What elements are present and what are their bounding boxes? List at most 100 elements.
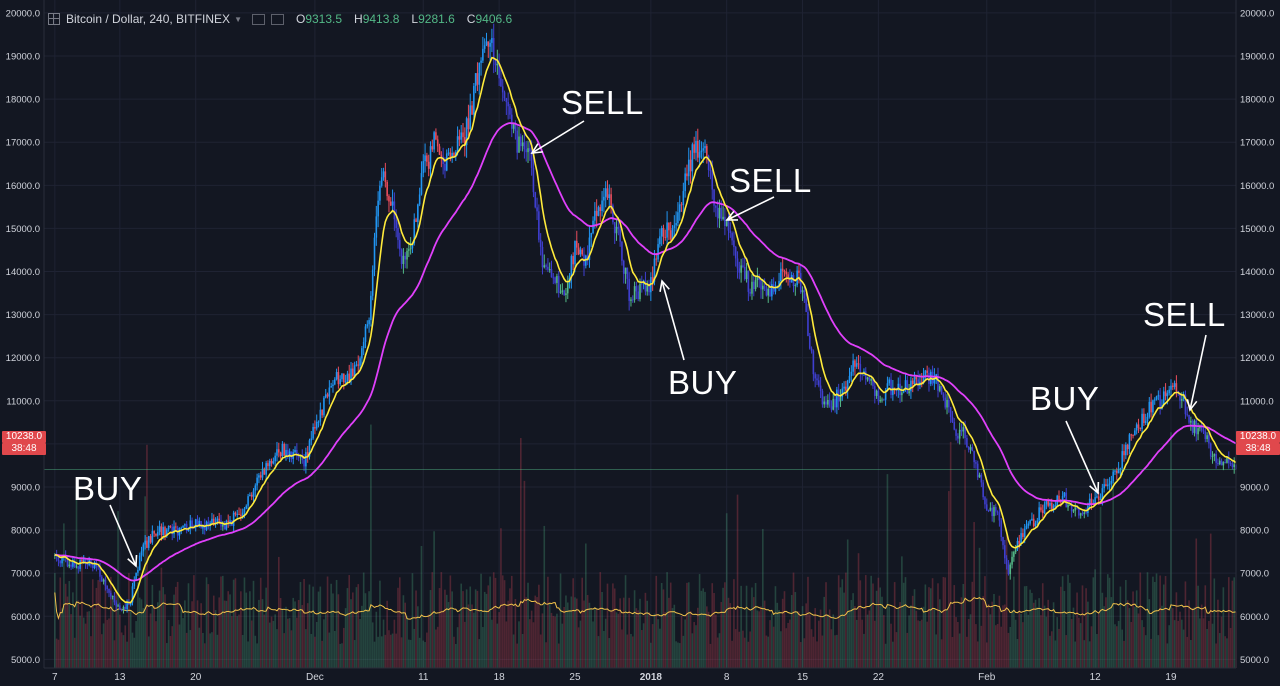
volume-bar [715, 614, 717, 668]
candle-body [478, 62, 481, 85]
volume-bar [698, 574, 701, 668]
candle-body [644, 280, 647, 292]
volume-bar [1004, 604, 1006, 668]
candle-body [991, 507, 993, 517]
candle-body [1148, 401, 1151, 417]
candle-body [1079, 513, 1082, 516]
volume-bar [780, 631, 782, 668]
candle-body [180, 527, 183, 529]
volume-bar [664, 612, 667, 668]
indicator-icon[interactable] [270, 13, 284, 25]
volume-bar [1043, 605, 1046, 668]
volume-bar [902, 582, 905, 668]
y-tick-label-right: 20000.0 [1240, 8, 1274, 19]
candle-body [1050, 503, 1053, 510]
candle-body [510, 114, 513, 129]
symbol-plus-icon[interactable] [48, 13, 60, 25]
candle-body [597, 207, 600, 216]
symbol-title[interactable]: Bitcoin / Dollar, 240, BITFINEX [66, 12, 231, 26]
volume-bar [657, 619, 659, 668]
x-tick-label: 2018 [640, 672, 663, 683]
volume-bar [294, 601, 296, 668]
compare-icon[interactable] [251, 13, 265, 25]
candle-body [482, 48, 484, 61]
volume-bar [84, 623, 87, 668]
candle-body [373, 237, 376, 270]
candle-body [1032, 518, 1035, 527]
volume-bar [312, 586, 314, 668]
volume-bar [516, 643, 518, 668]
volume-bar [767, 636, 770, 668]
volume-bar [249, 591, 251, 668]
volume-bar [966, 636, 968, 668]
candle-body [1197, 428, 1199, 435]
volume-bar [346, 588, 349, 668]
candle-body [980, 474, 983, 483]
volume-bar [1159, 575, 1161, 668]
volume-bar [807, 576, 809, 668]
candle-body [323, 397, 325, 416]
volume-bar [709, 643, 712, 668]
volume-bar [1032, 602, 1035, 668]
candle-body [733, 240, 735, 247]
volume-bar [700, 590, 703, 668]
volume-bar [1188, 600, 1190, 668]
candle-body [1204, 431, 1207, 440]
volume-bar [171, 626, 174, 668]
y-tick-label-right: 5000.0 [1240, 655, 1269, 666]
candle-body [902, 389, 905, 393]
volume-bar [279, 598, 282, 668]
volume-bar [1117, 620, 1120, 668]
volume-bar [1229, 627, 1232, 668]
candle-body [713, 189, 715, 206]
candle-body [357, 364, 360, 366]
volume-bar [1144, 635, 1147, 668]
candle-body [1193, 420, 1196, 433]
candle-body [758, 276, 760, 281]
volume-bar [196, 600, 199, 668]
candle-body [653, 258, 656, 282]
volume-bar [81, 556, 83, 668]
volume-bar [771, 613, 773, 668]
candle-body [72, 560, 74, 567]
volume-bar [675, 641, 677, 668]
y-tick-label-right: 16000.0 [1240, 181, 1274, 192]
chevron-down-icon[interactable]: ▼ [234, 14, 242, 24]
volume-bar [384, 634, 387, 668]
candle-body [678, 204, 681, 213]
candle-body [1018, 540, 1021, 544]
candle-body [901, 392, 903, 396]
volume-bar [480, 573, 482, 668]
volume-bar [1096, 633, 1098, 668]
volume-bar [975, 624, 977, 668]
candle-body [164, 527, 166, 536]
candle-body [1144, 420, 1147, 424]
volume-bar [133, 637, 136, 668]
candle-body [1074, 507, 1077, 511]
candle-body [631, 299, 634, 301]
volume-bar [1002, 605, 1004, 668]
volume-bar [411, 573, 414, 668]
candle-body [415, 219, 417, 222]
volume-bar [265, 587, 267, 668]
candle-body [267, 463, 269, 467]
candle-body [509, 106, 511, 115]
candle-body [487, 41, 490, 47]
candle-body [1143, 413, 1145, 424]
volume-bar [220, 576, 222, 668]
volume-bar [241, 634, 244, 668]
candle-body [254, 485, 257, 491]
x-tick-label: 12 [1090, 672, 1102, 683]
candle-body [256, 477, 258, 486]
y-tick-label-right: 8000.0 [1240, 526, 1269, 537]
volume-bar [1220, 616, 1223, 668]
volume-bar [1208, 620, 1210, 668]
volume-bar [917, 620, 919, 668]
buy-annotation-3: BUY [1030, 380, 1100, 417]
candle-body [512, 124, 515, 129]
candle-body [960, 429, 963, 432]
candle-body [471, 105, 473, 115]
volume-bar [1143, 627, 1145, 668]
candle-body [854, 360, 856, 367]
